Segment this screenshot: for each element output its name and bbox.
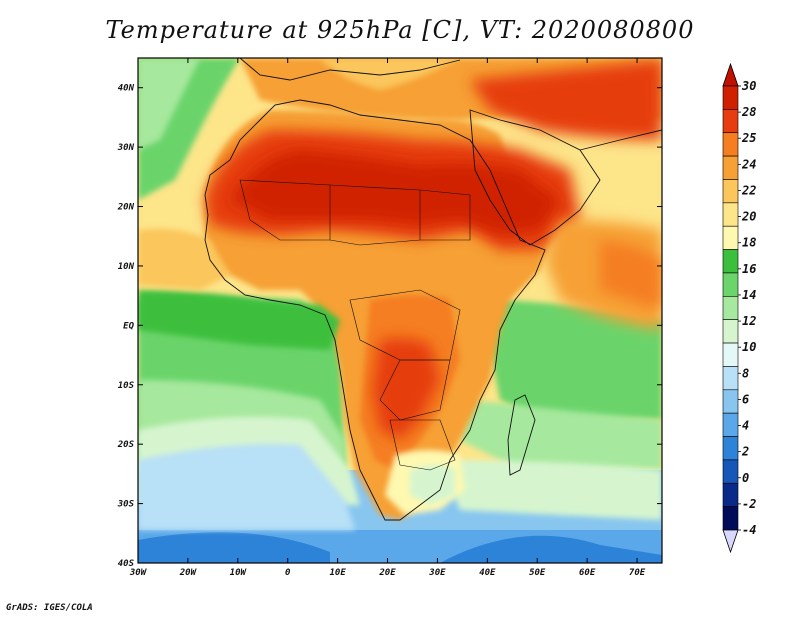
- colorbar-label: 20: [741, 210, 756, 224]
- colorbar-label: 25: [741, 131, 756, 145]
- colorbar-label: 28: [741, 105, 756, 119]
- colorbar-swatch: [722, 366, 739, 391]
- plot-frame: [137, 57, 663, 564]
- colorbar-label: 16: [742, 262, 756, 276]
- lat-tick-label: 30S: [117, 500, 135, 510]
- lat-tick-label: 40S: [118, 559, 135, 569]
- coastlines: [204, 58, 662, 521]
- colorbar-swatch: [722, 412, 739, 437]
- lon-tick-label: 40E: [479, 568, 496, 578]
- colorbar-swatch: [722, 436, 739, 461]
- colorbar-label: 2: [741, 445, 749, 459]
- colorbar-label: 6: [742, 392, 749, 406]
- longitude-labels: 30W 20W 10W 0 10E 20E 30E 40E 50E 60E 70E: [129, 568, 646, 578]
- colorbar-label: -4: [742, 523, 756, 537]
- colorbar: [722, 62, 741, 554]
- colorbar-label: 24: [741, 157, 756, 171]
- lat-tick-label: 10N: [118, 262, 135, 272]
- colorbar-label: 30: [741, 79, 756, 93]
- lat-tick-label: 40N: [118, 84, 135, 94]
- colorbar-swatch: [722, 109, 739, 134]
- lon-tick-label: 50E: [529, 568, 546, 578]
- lon-tick-label: 60E: [579, 568, 596, 578]
- colorbar-swatch: [722, 342, 739, 367]
- lat-tick-label: 20S: [117, 440, 135, 450]
- lat-tick-label: EQ: [123, 321, 134, 331]
- lon-tick-label: 10E: [329, 568, 346, 578]
- grads-credit: GrADS: IGES/COLA: [6, 603, 93, 613]
- colorbar-label: -2: [742, 497, 756, 511]
- colorbar-swatch: [722, 296, 739, 320]
- colorbar-swatch: [722, 202, 739, 227]
- colorbar-swatch: [722, 506, 739, 531]
- colorbar-label: 10: [742, 340, 756, 354]
- lon-tick-label: 20E: [378, 568, 396, 578]
- lon-tick-label: 20W: [179, 568, 198, 578]
- colorbar-swatch: [722, 132, 739, 157]
- colorbar-swatch: [722, 249, 739, 274]
- lat-tick-label: 20N: [117, 203, 135, 213]
- colorbar-label: 12: [742, 314, 756, 328]
- latitude-labels: 40N 30N 20N 10N EQ 10S 20S 30S 40S: [117, 84, 135, 569]
- colorbar-label: 4: [742, 419, 749, 433]
- lat-tick-label: 10S: [118, 381, 135, 391]
- map-title: Temperature at 925hPa [C], VT: 202008080…: [105, 16, 695, 44]
- colorbar-label: 0: [742, 471, 749, 485]
- colorbar-swatch: [722, 459, 739, 484]
- lon-tick-label: 30W: [129, 568, 148, 578]
- colorbar-low-arrow: [722, 529, 739, 554]
- colorbar-swatch: [722, 155, 739, 180]
- colorbar-label: 22: [741, 183, 756, 197]
- colorbar-high-arrow: [722, 62, 739, 87]
- colorbar-label: 18: [742, 236, 756, 250]
- colorbar-swatch: [722, 482, 739, 507]
- lon-tick-label: 10W: [230, 568, 248, 578]
- colorbar-swatch: [722, 85, 739, 110]
- lon-tick-label: 70E: [629, 568, 646, 578]
- temperature-field: [138, 58, 662, 563]
- colorbar-label: 8: [742, 366, 749, 380]
- colorbar-swatch: [722, 225, 739, 250]
- axis-ticks: [137, 58, 662, 564]
- colorbar-label: 14: [742, 288, 756, 302]
- lon-tick-label: 30E: [428, 568, 446, 578]
- lon-tick-label: 0: [285, 568, 291, 578]
- colorbar-swatch: [722, 319, 739, 344]
- colorbar-swatch: [722, 179, 739, 204]
- colorbar-swatch: [722, 389, 739, 414]
- colorbar-swatch: [722, 272, 739, 297]
- lat-tick-label: 30N: [117, 143, 135, 153]
